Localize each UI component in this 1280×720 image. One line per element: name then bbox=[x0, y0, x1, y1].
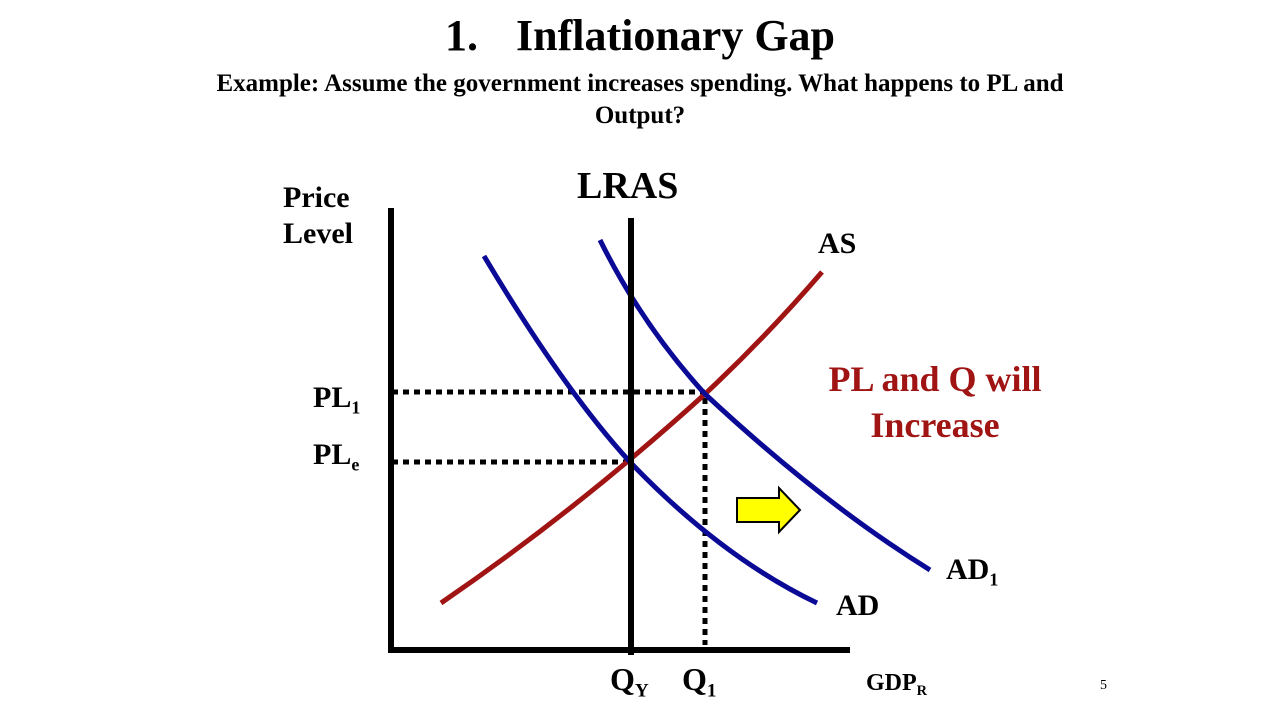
ple-label-text: PL bbox=[313, 438, 352, 471]
q1-label: Q1 bbox=[682, 660, 716, 701]
y-axis-label-line1: Price bbox=[283, 181, 350, 214]
pl1-label-sub: 1 bbox=[351, 397, 361, 418]
as-curve bbox=[439, 270, 824, 606]
ple-label: PLe bbox=[313, 437, 359, 473]
shift-right-arrow bbox=[736, 485, 802, 535]
y-axis-label: Price Level bbox=[283, 180, 353, 252]
title-text: Inflationary Gap bbox=[515, 11, 836, 60]
ad-label: AD bbox=[836, 589, 880, 622]
title-number: 1. bbox=[444, 11, 478, 60]
ad-curve bbox=[481, 254, 819, 606]
ad1-label: AD1 bbox=[946, 552, 998, 588]
q1-label-sub: 1 bbox=[706, 680, 717, 702]
qy-label-text: Q bbox=[610, 661, 635, 697]
ad1-label-sub: 1 bbox=[989, 569, 999, 590]
x-axis-label-sub: R bbox=[916, 683, 928, 700]
ple-label-sub: e bbox=[351, 454, 360, 475]
qy-label: QY bbox=[610, 660, 649, 701]
slide-subtitle: Example: Assume the government increases… bbox=[216, 70, 1064, 129]
lras-label: LRAS bbox=[577, 165, 679, 207]
qy-label-sub: Y bbox=[634, 680, 649, 702]
pl1-label-text: PL bbox=[313, 381, 352, 414]
ad1-label-text: AD bbox=[946, 553, 990, 586]
x-axis-label-text: GDP bbox=[866, 670, 917, 696]
as-label: AS bbox=[818, 227, 857, 260]
y-axis-label-line2: Level bbox=[283, 217, 353, 250]
page-number: 5 bbox=[1100, 678, 1107, 693]
q1-label-text: Q bbox=[682, 661, 707, 697]
pl1-label: PL1 bbox=[313, 380, 360, 416]
x-axis-label: GDPR bbox=[866, 668, 927, 698]
slide-title: 1. Inflationary Gap bbox=[0, 8, 1280, 64]
result-note: PL and Q will Increase bbox=[828, 359, 1042, 445]
